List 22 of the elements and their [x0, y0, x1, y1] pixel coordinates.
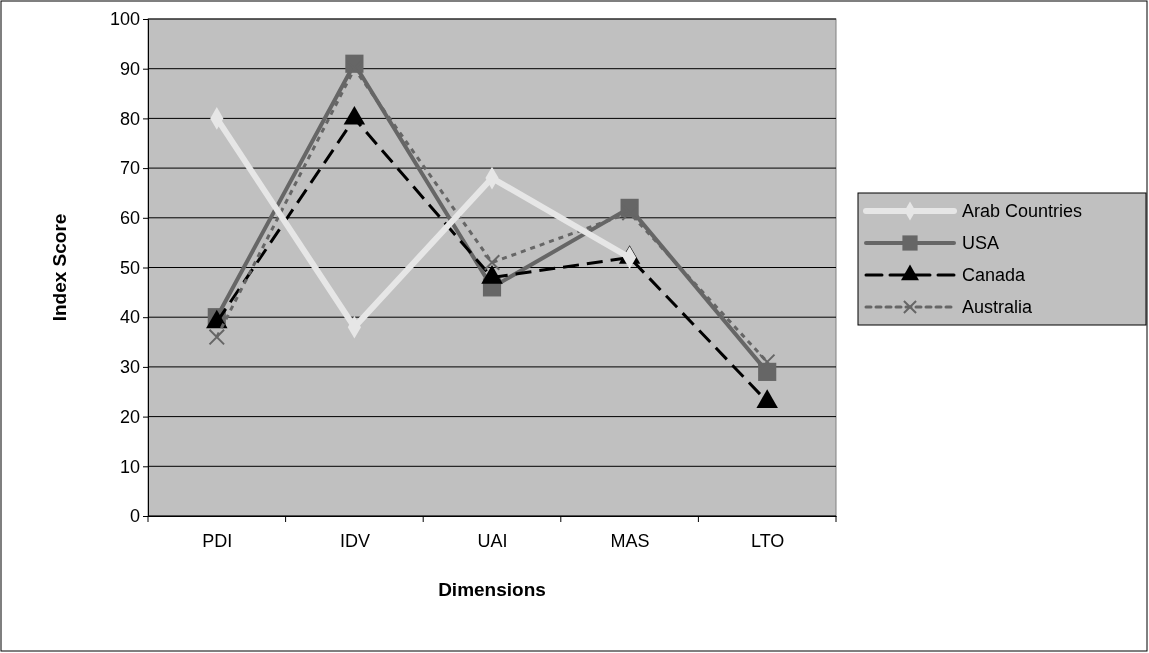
y-tick-label: 60 — [119, 208, 140, 229]
y-tick-label: 50 — [119, 257, 140, 278]
y-tick-label: 70 — [119, 158, 140, 179]
x-tick-label: LTO — [751, 530, 785, 551]
y-tick-label: 100 — [109, 9, 140, 30]
legend-label: Australia — [962, 297, 1034, 317]
y-tick-label: 20 — [119, 406, 140, 427]
legend-label: USA — [962, 233, 1000, 253]
y-tick-label: 90 — [119, 58, 140, 79]
legend-label: Canada — [962, 265, 1027, 285]
x-tick-label: UAI — [477, 530, 508, 551]
y-tick-label: 40 — [119, 307, 140, 328]
y-tick-label: 30 — [119, 357, 140, 378]
x-tick-label: MAS — [610, 530, 650, 551]
x-axis-title: Dimensions — [438, 579, 546, 600]
x-tick-label: PDI — [202, 530, 233, 551]
y-tick-label: 10 — [119, 456, 140, 477]
y-axis-title: Index Score — [49, 213, 70, 322]
y-tick-label: 0 — [129, 506, 140, 527]
y-tick-label: 80 — [119, 108, 140, 129]
legend-label: Arab Countries — [962, 201, 1083, 221]
x-tick-label: IDV — [339, 530, 370, 551]
